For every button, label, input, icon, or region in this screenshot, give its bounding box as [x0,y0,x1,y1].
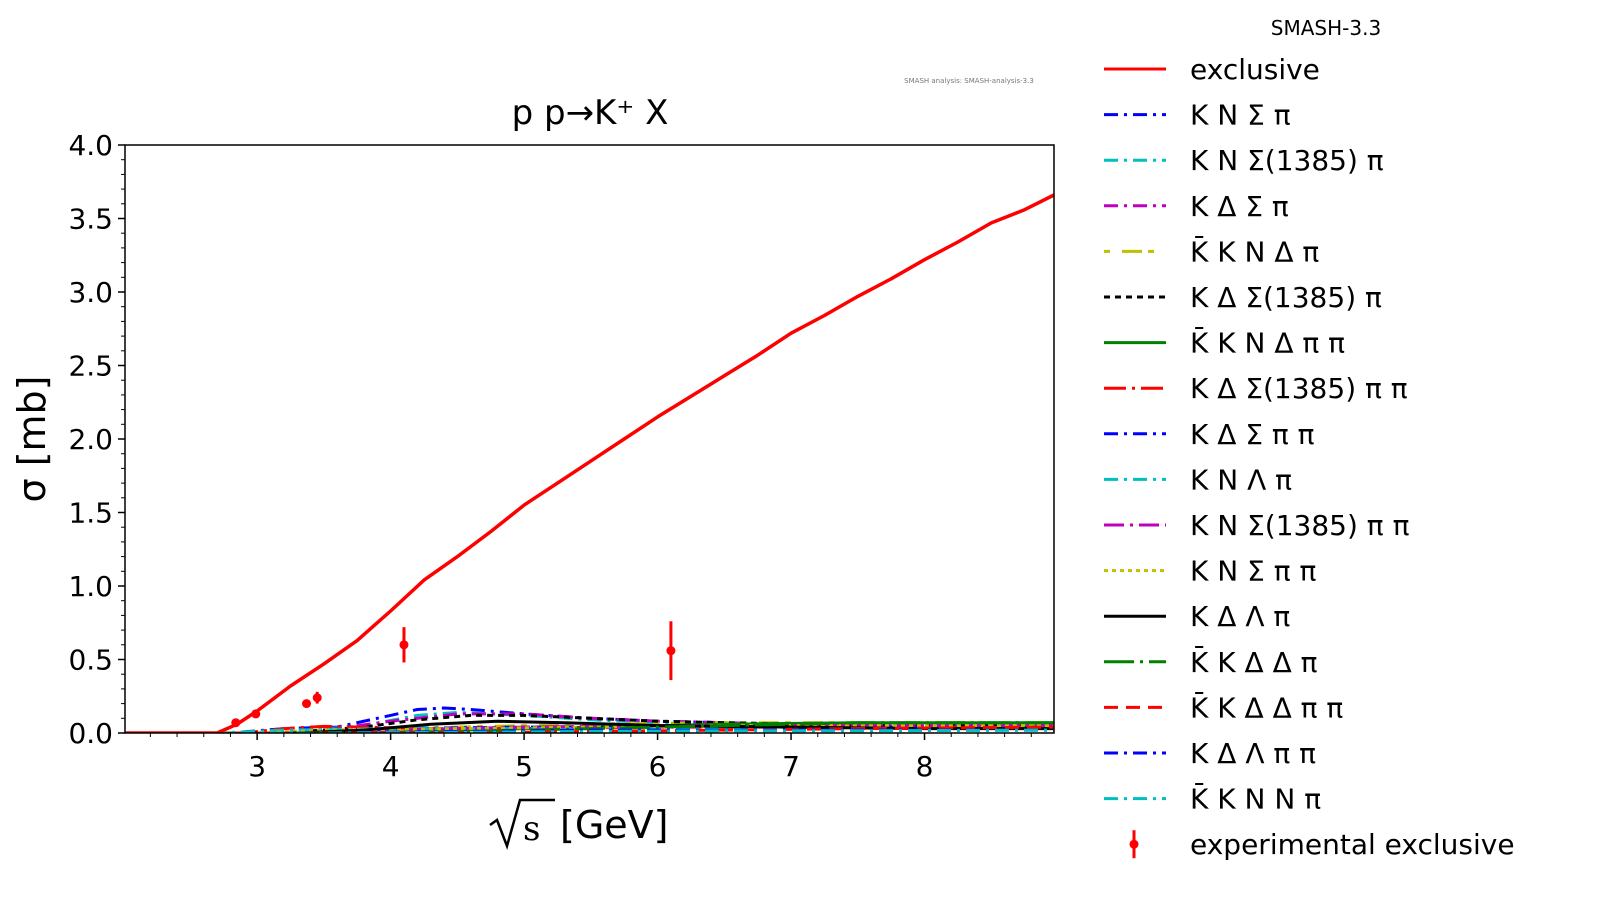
legend-swatch-point [1129,839,1139,849]
legend-label: K N Σ π [1190,99,1291,132]
legend-label: K Δ Σ(1385) π [1190,281,1382,314]
legend-label: K̄ K N Δ π π [1190,326,1345,360]
legend-label: K Δ Σ π [1190,190,1289,223]
y-axis-label: σ [mb] [10,376,54,503]
y-tick-label: 4.0 [68,129,113,162]
y-tick-label: 2.5 [68,350,113,383]
watermark: SMASH analysis: SMASH-analysis-3.3 [904,77,1034,85]
data-point [312,693,322,703]
y-tick-label: 2.0 [68,423,113,456]
legend-label: K N Σ(1385) π π [1190,509,1410,542]
plot-area [125,193,1054,733]
series-line-0 [125,193,1054,733]
y-tick-label: 1.0 [68,570,113,603]
x-tick-label: 6 [649,750,667,783]
y-tick-label: 1.5 [68,497,113,530]
sqrt-symbol [489,798,555,850]
legend-label: K Δ Λ π [1190,600,1290,633]
legend-label: K̄ K N N π [1190,782,1321,816]
legend-label: K N Σ π π [1190,555,1316,588]
data-point [251,709,261,719]
chart-title: p p→K⁺ X [512,93,669,133]
data-point [302,699,312,709]
x-axis-label-sqrt-arg: s [523,809,540,849]
legend: exclusive K N Σ π K N Σ(1385) π K Δ Σ π K̄ K… [1104,53,1515,861]
data-point [666,646,676,656]
x-tick-label: 3 [248,750,266,783]
series-line-16 [125,728,1054,733]
legend-label: exclusive [1190,53,1320,86]
data-point [399,640,409,650]
legend-label: K̄ K Δ Δ π π [1190,690,1343,724]
legend-title: SMASH-3.3 [1271,16,1381,40]
x-axis-label: s [GeV] [489,798,668,850]
x-axis-label-text: [GeV] [560,803,668,847]
legend-label: K̄ K Δ Δ π [1190,645,1318,679]
legend-label: K Δ Σ(1385) π π [1190,372,1408,405]
x-tick-label: 4 [382,750,400,783]
legend-label: K Δ Λ π π [1190,737,1316,770]
x-tick-label: 7 [782,750,800,783]
y-tick-label: 3.5 [68,203,113,236]
y-tick-label: 0.5 [68,644,113,677]
axes-frame [124,144,1055,734]
legend-label: K̄ K N Δ π [1190,234,1319,268]
y-tick-label: 0.0 [68,717,113,750]
x-tick-label: 8 [916,750,934,783]
y-tick-label: 3.0 [68,276,113,309]
data-point [231,718,241,728]
legend-label: K N Σ(1385) π [1190,144,1384,177]
x-tick-label: 5 [515,750,533,783]
legend-label: experimental exclusive [1190,828,1515,861]
legend-label: K N Λ π [1190,463,1292,496]
legend-label: K Δ Σ π π [1190,418,1315,451]
